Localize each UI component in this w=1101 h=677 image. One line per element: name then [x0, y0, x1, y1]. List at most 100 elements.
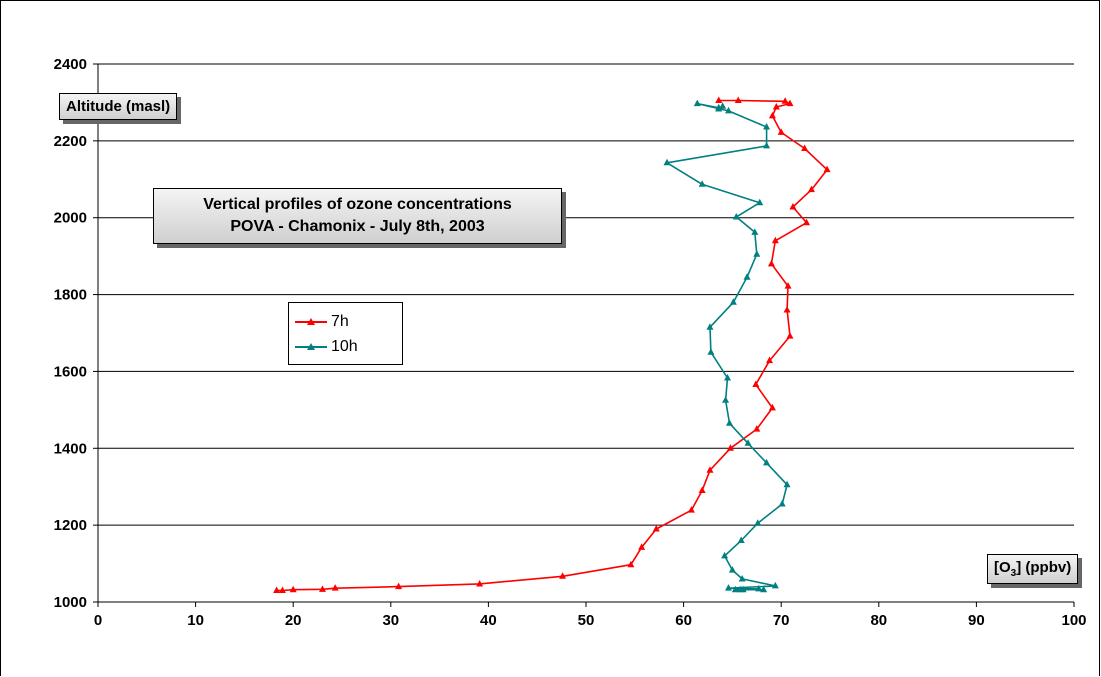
data-point-10h	[737, 536, 745, 544]
data-point-7h	[771, 236, 779, 244]
data-point-7h	[318, 585, 326, 592]
data-point-7h	[768, 111, 776, 119]
x-axis-label-pre: [O	[994, 559, 1011, 576]
series-line-7h	[276, 99, 828, 592]
data-point-7h	[395, 582, 403, 590]
data-point-7h	[638, 543, 646, 550]
x-tick-label: 20	[285, 612, 302, 629]
data-point-10h	[738, 574, 746, 582]
x-axis-label-sub: 3	[1010, 568, 1017, 579]
y-tick-label: 1400	[54, 440, 87, 457]
data-point-10h	[731, 585, 739, 593]
x-tick-label: 40	[480, 612, 497, 629]
data-point-10h	[783, 480, 791, 488]
x-tick-labels: 0 10 20 30 40 50 60 70 80 90 100	[94, 612, 1087, 629]
data-point-10h	[754, 519, 762, 526]
data-point-10h	[751, 228, 759, 235]
data-point-10h	[743, 273, 751, 280]
series-line-10h	[666, 102, 788, 591]
data-point-10h	[771, 581, 779, 589]
data-point-7h	[753, 425, 761, 432]
data-point-10h	[778, 500, 786, 507]
y-tick-label: 2000	[54, 210, 87, 227]
gridlines	[98, 63, 1074, 603]
series-7h	[273, 96, 831, 593]
data-point-7h	[559, 572, 567, 579]
y-tick-label: 1000	[54, 594, 87, 611]
data-point-10h	[744, 439, 752, 446]
y-tick-label: 1200	[54, 517, 87, 534]
data-point-10h	[728, 566, 736, 573]
x-tick-label: 80	[870, 612, 887, 629]
x-tick-label: 10	[187, 612, 204, 629]
x-tick-label: 60	[675, 612, 692, 629]
data-point-7h	[289, 585, 297, 593]
data-point-7h	[752, 380, 760, 387]
x-axis-label: [O3] (ppbv)	[987, 554, 1079, 584]
y-tick-label: 1600	[54, 363, 87, 380]
data-point-10h	[724, 373, 732, 381]
data-point-7h	[765, 356, 773, 364]
legend: 7h 10h	[288, 302, 403, 365]
data-point-10h	[732, 212, 740, 220]
data-point-7h	[687, 506, 695, 513]
data-point-10h	[756, 198, 764, 206]
data-point-7h	[706, 466, 714, 473]
data-point-10h	[663, 158, 671, 166]
x-tick-label: 70	[773, 612, 790, 629]
data-point-10h	[725, 419, 733, 426]
data-point-7h	[777, 128, 785, 135]
data-point-10h	[693, 99, 701, 107]
data-point-7h	[331, 584, 339, 591]
data-point-10h	[724, 584, 732, 591]
data-point-10h	[721, 551, 729, 559]
data-point-10h	[763, 141, 771, 149]
series-group	[273, 96, 831, 593]
data-point-7h	[726, 444, 734, 451]
data-point-10h	[736, 585, 744, 593]
data-point-7h	[789, 202, 797, 210]
y-tick-label: 2400	[54, 56, 87, 73]
data-point-7h	[786, 332, 794, 339]
chart-title-line-2: POVA - Chamonix - July 8th, 2003	[230, 218, 485, 235]
data-point-7h	[784, 282, 792, 289]
legend-swatch-10h	[295, 343, 327, 350]
chart-title: Vertical profiles of ozone concentration…	[153, 188, 562, 244]
x-tick-label: 0	[94, 612, 102, 629]
y-axis-label-text: Altitude (masl)	[66, 98, 171, 115]
data-point-7h	[768, 403, 776, 411]
y-tick-labels: 1000 1200 1400 1600 1800 2000 2200 2400	[54, 56, 87, 611]
data-point-10h	[715, 104, 723, 112]
legend-label-10h: 10h	[331, 338, 358, 355]
x-tick-label: 30	[382, 612, 399, 629]
data-point-7h	[772, 103, 780, 110]
x-tick-label: 50	[578, 612, 595, 629]
legend-item-7h: 7h	[295, 312, 349, 332]
x-axis-label-post: ] (ppbv)	[1016, 559, 1072, 576]
data-point-7h	[807, 185, 815, 193]
data-point-7h	[278, 586, 286, 593]
data-point-10h	[706, 323, 714, 330]
data-point-10h	[698, 180, 706, 187]
data-point-7h	[786, 99, 794, 107]
data-point-10h	[753, 250, 761, 257]
x-tick-label: 90	[968, 612, 985, 629]
x-tick-label: 100	[1061, 612, 1086, 629]
data-point-7h	[698, 486, 706, 494]
y-tick-label: 2200	[54, 133, 87, 150]
data-point-7h	[715, 96, 723, 104]
axes	[93, 63, 1075, 607]
data-point-10h	[763, 458, 771, 466]
data-point-7h	[767, 259, 775, 267]
data-point-10h	[755, 584, 763, 592]
data-point-7h	[803, 218, 811, 226]
data-point-7h	[627, 560, 635, 568]
data-point-10h	[707, 348, 715, 355]
data-point-10h	[722, 396, 730, 403]
data-point-7h	[734, 96, 742, 104]
data-point-7h	[781, 97, 789, 104]
data-point-10h	[719, 102, 727, 109]
y-tick-label: 1800	[54, 287, 87, 304]
data-point-7h	[783, 305, 791, 313]
